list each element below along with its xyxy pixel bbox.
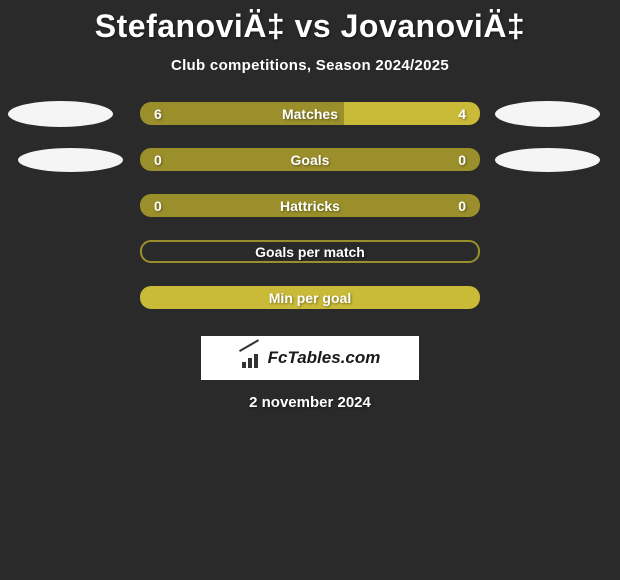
stat-pill-goals-per-match: Goals per match bbox=[140, 240, 480, 263]
stat-row-min-per-goal: Min per goal bbox=[0, 286, 620, 309]
avatar-placeholder-right bbox=[495, 148, 600, 172]
logo: FcTables.com bbox=[240, 348, 381, 368]
page-title: StefanoviÄ‡ vs JovanoviÄ‡ bbox=[95, 8, 525, 45]
stat-pill-min-per-goal: Min per goal bbox=[140, 286, 480, 309]
date-text: 2 november 2024 bbox=[249, 394, 371, 411]
comparison-infographic: StefanoviÄ‡ vs JovanoviÄ‡ Club competiti… bbox=[0, 0, 620, 411]
stat-row-matches: 6 Matches 4 bbox=[0, 102, 620, 125]
stat-right-value: 0 bbox=[458, 198, 466, 214]
subtitle: Club competitions, Season 2024/2025 bbox=[171, 57, 449, 74]
stat-row-hattricks: 0 Hattricks 0 bbox=[0, 194, 620, 217]
stat-label: Goals bbox=[154, 152, 466, 168]
stat-label: Goals per match bbox=[156, 244, 464, 260]
stat-right-value: 0 bbox=[458, 152, 466, 168]
stat-pill-matches: 6 Matches 4 bbox=[140, 102, 480, 125]
stat-label: Matches bbox=[154, 106, 466, 122]
stat-row-goals-per-match: Goals per match bbox=[0, 240, 620, 263]
stat-label: Min per goal bbox=[154, 290, 466, 306]
stat-right-value: 4 bbox=[458, 106, 466, 122]
logo-box: FcTables.com bbox=[201, 336, 419, 380]
logo-text: FcTables.com bbox=[268, 348, 381, 368]
stat-pill-goals: 0 Goals 0 bbox=[140, 148, 480, 171]
avatar-placeholder-right bbox=[495, 101, 600, 127]
stat-left-value: 0 bbox=[154, 198, 162, 214]
stat-left-value: 6 bbox=[154, 106, 162, 122]
avatar-placeholder-left bbox=[8, 101, 113, 127]
stat-pill-hattricks: 0 Hattricks 0 bbox=[140, 194, 480, 217]
chart-icon bbox=[240, 348, 264, 368]
stat-label: Hattricks bbox=[154, 198, 466, 214]
stat-left-value: 0 bbox=[154, 152, 162, 168]
avatar-placeholder-left bbox=[18, 148, 123, 172]
stat-row-goals: 0 Goals 0 bbox=[0, 148, 620, 171]
